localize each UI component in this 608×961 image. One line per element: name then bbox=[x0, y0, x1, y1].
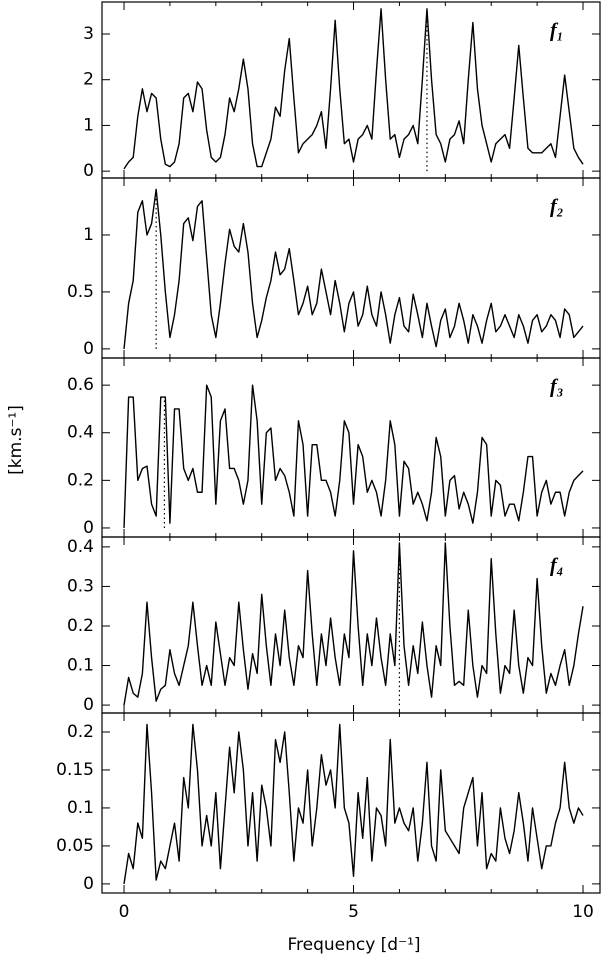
y-tick-label: 0.15 bbox=[56, 760, 94, 780]
y-tick-label: 0.2 bbox=[67, 470, 94, 490]
panel-label: f₄ bbox=[550, 555, 564, 577]
y-tick-label: 0.5 bbox=[67, 282, 94, 302]
x-tick-label: 5 bbox=[348, 902, 359, 922]
y-tick-label: 0.3 bbox=[67, 576, 94, 596]
y-tick-label: 0.4 bbox=[67, 423, 94, 443]
y-tick-label: 0 bbox=[83, 339, 94, 359]
x-tick-label: 0 bbox=[119, 902, 130, 922]
panel-label: f₂ bbox=[550, 196, 564, 218]
y-tick-label: 0.05 bbox=[56, 836, 94, 856]
x-tick-label: 10 bbox=[572, 902, 594, 922]
y-tick-label: 0 bbox=[83, 874, 94, 894]
panel-frame bbox=[101, 712, 601, 894]
panel-label: f₃ bbox=[550, 376, 564, 398]
y-tick-label: 0 bbox=[83, 518, 94, 538]
periodogram-line bbox=[123, 384, 584, 528]
y-tick-label: 0.1 bbox=[67, 656, 94, 676]
y-tick-label: 1 bbox=[83, 225, 94, 245]
y-tick-label: 0.2 bbox=[67, 722, 94, 742]
periodogram-line bbox=[123, 723, 584, 884]
periodogram-line bbox=[123, 8, 584, 170]
panel-frame bbox=[101, 357, 601, 538]
y-tick-label: 3 bbox=[83, 24, 94, 44]
y-tick-label: 1 bbox=[83, 115, 94, 135]
y-tick-label: 0 bbox=[83, 161, 94, 181]
y-tick-label: 0 bbox=[83, 695, 94, 715]
y-tick-label: 0.1 bbox=[67, 798, 94, 818]
periodogram-line bbox=[123, 542, 584, 706]
periodogram-line bbox=[123, 188, 584, 349]
y-axis-label: [km.s⁻¹] bbox=[6, 405, 26, 475]
y-tick-label: 0.2 bbox=[67, 616, 94, 636]
y-tick-label: 0.6 bbox=[67, 375, 94, 395]
y-tick-label: 0.4 bbox=[67, 537, 94, 557]
x-axis-label: Frequency [d⁻¹] bbox=[287, 935, 420, 955]
y-tick-label: 2 bbox=[83, 70, 94, 90]
panel-label: f₁ bbox=[550, 20, 564, 42]
